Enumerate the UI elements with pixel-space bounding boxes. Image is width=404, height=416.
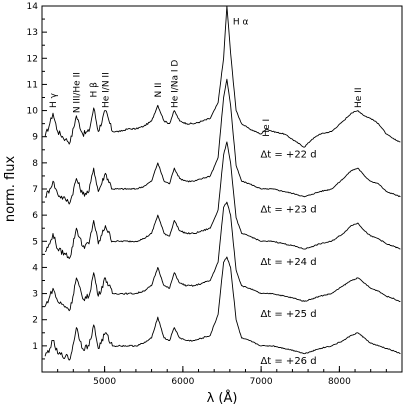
y-tick-label: 11 <box>27 80 38 90</box>
annotation-layer: H γ N III/He II H β He I/N II N II He I/Na I … <box>49 17 364 367</box>
spectrum-line <box>44 5 401 148</box>
epoch-label: Δt = +23 d <box>260 205 316 216</box>
y-tick-label: 2 <box>32 316 38 326</box>
spectra-layer <box>44 5 401 361</box>
spectrum-line <box>44 78 401 205</box>
y-tick-label: 12 <box>27 54 38 64</box>
line-id-label: H β <box>90 82 100 98</box>
y-tick-label: 7 <box>32 185 38 195</box>
line-id-label: He II <box>354 87 364 107</box>
y-axis-title: norm. flux <box>3 156 18 223</box>
x-axis-title: λ (Å) <box>207 390 238 406</box>
epoch-label: Δt = +22 d <box>260 150 316 161</box>
line-id-label: He I/N II <box>101 72 111 108</box>
y-tick-label: 8 <box>32 159 38 169</box>
spectrum-line <box>44 256 401 361</box>
x-tick-label: 6000 <box>171 377 194 387</box>
x-tick-label: 5000 <box>93 377 116 387</box>
line-id-label: H γ <box>49 92 59 108</box>
y-tick-label: 9 <box>32 133 38 143</box>
line-id-label: N II <box>154 83 164 98</box>
line-id-label: He I/Na I D <box>170 60 180 108</box>
y-tick-label: 3 <box>32 290 38 300</box>
line-id-label: He I <box>262 119 272 137</box>
epoch-label: Δt = +25 d <box>260 309 316 320</box>
epoch-label: Δt = +26 d <box>260 356 316 367</box>
spectrum-line <box>44 141 401 260</box>
epoch-label: Δt = +24 d <box>260 257 316 268</box>
y-tick-label: 10 <box>27 107 39 117</box>
line-id-label: N III/He II <box>72 72 82 113</box>
y-tick-label: 14 <box>27 2 39 12</box>
y-tick-label: 5 <box>32 237 38 247</box>
x-tick-label: 7000 <box>250 377 273 387</box>
plot-frame <box>41 5 403 373</box>
x-tick-label: 8000 <box>328 377 351 387</box>
y-tick-label: 1 <box>32 342 38 352</box>
y-tick-label: 4 <box>32 263 38 273</box>
spectrum-line <box>44 201 401 312</box>
y-tick-label: 13 <box>27 28 38 38</box>
line-id-label: H α <box>233 17 249 27</box>
y-tick-label: 6 <box>32 211 38 221</box>
